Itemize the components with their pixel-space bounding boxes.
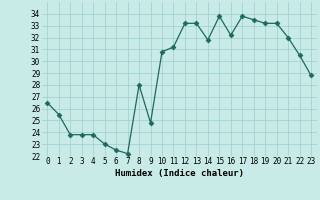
- X-axis label: Humidex (Indice chaleur): Humidex (Indice chaleur): [115, 169, 244, 178]
